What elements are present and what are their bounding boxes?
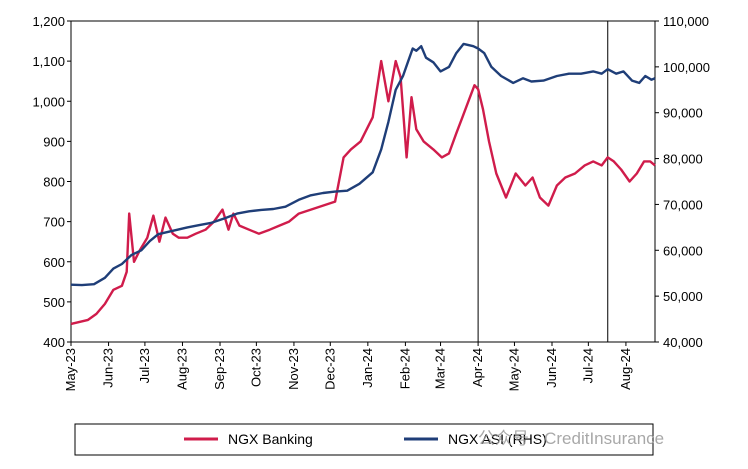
series-line-ngx-asi <box>70 42 656 287</box>
y-left-tick-label: 800 <box>43 175 65 190</box>
x-tick-label: Nov-23 <box>286 348 301 390</box>
x-tick-label: May-24 <box>506 348 521 391</box>
x-tick-label: Oct-23 <box>248 348 263 387</box>
y-left-tick-label: 700 <box>43 215 65 230</box>
y-left-tick-label: 600 <box>43 255 65 270</box>
y-left-tick-label: 900 <box>43 134 65 149</box>
y-right-tick-label: 80,000 <box>663 152 703 167</box>
x-tick-label: Jun-24 <box>544 348 559 388</box>
x-tick-label: Dec-23 <box>322 348 337 390</box>
y-left-tick-label: 1,000 <box>32 94 65 109</box>
x-tick-label: Apr-24 <box>470 348 485 387</box>
x-tick-label: Mar-24 <box>433 348 448 389</box>
y-right-tick-label: 90,000 <box>663 106 703 121</box>
x-tick-label: Jul-24 <box>580 348 595 383</box>
x-tick-label: Feb-24 <box>397 348 412 389</box>
x-tick-label: Aug-23 <box>174 348 189 390</box>
legend-box <box>74 423 654 456</box>
legend-label-asi: NGX ASI (RHS) <box>448 431 547 447</box>
legend-label-banking: NGX Banking <box>228 431 313 447</box>
x-tick-label: Sep-23 <box>212 348 227 390</box>
y-left-tick-label: 1,200 <box>32 14 65 29</box>
x-tick-label: Jun-23 <box>101 348 116 388</box>
x-tick-label: May-23 <box>63 348 78 391</box>
watermark: 公众号 · CreditInsurance <box>478 429 664 448</box>
y-right-tick-label: 70,000 <box>663 197 703 212</box>
y-right-tick-label: 60,000 <box>663 243 703 258</box>
x-tick-label: Jul-23 <box>137 348 152 383</box>
y-right-tick-label: 50,000 <box>663 289 703 304</box>
series-line-ngx-banking <box>70 59 656 326</box>
y-right-tick-label: 110,000 <box>663 14 709 29</box>
x-tick-label: Jan-24 <box>360 348 375 388</box>
y-left-tick-label: 1,100 <box>32 54 65 69</box>
y-left-tick-label: 500 <box>43 295 65 310</box>
y-right-tick-label: 100,000 <box>663 60 710 75</box>
y-left-tick-label: 400 <box>43 335 65 350</box>
x-tick-label: Aug-24 <box>618 348 633 390</box>
y-right-tick-label: 40,000 <box>663 335 703 350</box>
